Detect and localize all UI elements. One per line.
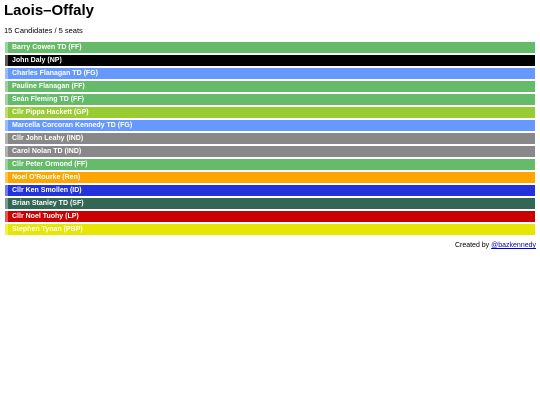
candidate-row: Cllr Pippa Hackett (GP) xyxy=(5,107,535,118)
candidate-row: Brian Stanley TD (SF) xyxy=(5,198,535,209)
candidate-row: Cllr Ken Smollen (ID) xyxy=(5,185,535,196)
candidate-name: Cllr Pippa Hackett (GP) xyxy=(12,109,89,116)
footer-link[interactable]: @bazkennedy xyxy=(491,242,536,249)
footer-text: Created by xyxy=(454,242,490,249)
candidate-name: Cllr John Leahy (IND) xyxy=(12,135,84,142)
candidate-row: John Daly (NP) xyxy=(5,55,535,66)
party-tab xyxy=(5,211,8,222)
party-tab xyxy=(5,94,8,105)
candidate-name: Marcella Corcoran Kennedy TD (FG) xyxy=(12,122,133,129)
footer: Created by @bazkennedy xyxy=(455,242,536,249)
candidate-name: Carol Nolan TD (IND) xyxy=(12,148,82,155)
party-tab xyxy=(5,68,8,79)
subtitle: 15 Candidates / 5 seats xyxy=(4,26,83,35)
candidate-row: Barry Cowen TD (FF) xyxy=(5,42,535,53)
candidate-name: Seán Fleming TD (FF) xyxy=(12,96,84,103)
party-tab xyxy=(5,120,8,131)
candidate-row: Seán Fleming TD (FF) xyxy=(5,94,535,105)
candidate-row: Marcella Corcoran Kennedy TD (FG) xyxy=(5,120,535,131)
candidate-name: Barry Cowen TD (FF) xyxy=(12,44,82,51)
party-tab xyxy=(5,198,8,209)
party-tab xyxy=(5,159,8,170)
candidate-name: Pauline Flanagan (FF) xyxy=(12,83,85,90)
candidate-list: Barry Cowen TD (FF) John Daly (NP) Charles… xyxy=(5,42,535,237)
party-tab xyxy=(5,172,8,183)
party-tab xyxy=(5,146,8,157)
candidate-row: Carol Nolan TD (IND) xyxy=(5,146,535,157)
candidate-row: Cllr John Leahy (IND) xyxy=(5,133,535,144)
candidate-name: Brian Stanley TD (SF) xyxy=(12,200,84,207)
candidate-name: Cllr Peter Ormond (FF) xyxy=(12,161,88,168)
candidate-row: Cllr Peter Ormond (FF) xyxy=(5,159,535,170)
party-tab xyxy=(5,133,8,144)
party-tab xyxy=(5,81,8,92)
title: Laois–Offaly xyxy=(4,2,95,19)
candidate-name: Cllr Ken Smollen (ID) xyxy=(12,187,82,194)
candidate-name: Noel O'Rourke (Ren) xyxy=(12,174,81,181)
party-tab xyxy=(5,224,8,235)
candidate-name: Stephen Tynan (PBP) xyxy=(12,226,83,233)
candidate-row: Stephen Tynan (PBP) xyxy=(5,224,535,235)
candidate-name: Charles Flanagan TD (FG) xyxy=(12,70,98,77)
party-tab xyxy=(5,42,8,53)
candidate-name: John Daly (NP) xyxy=(12,57,62,64)
party-tab xyxy=(5,185,8,196)
party-tab xyxy=(5,55,8,66)
candidate-row: Noel O'Rourke (Ren) xyxy=(5,172,535,183)
party-tab xyxy=(5,107,8,118)
candidate-name: Cllr Noel Tuohy (LP) xyxy=(12,213,79,220)
candidate-row: Charles Flanagan TD (FG) xyxy=(5,68,535,79)
candidate-row: Cllr Noel Tuohy (LP) xyxy=(5,211,535,222)
candidate-row: Pauline Flanagan (FF) xyxy=(5,81,535,92)
